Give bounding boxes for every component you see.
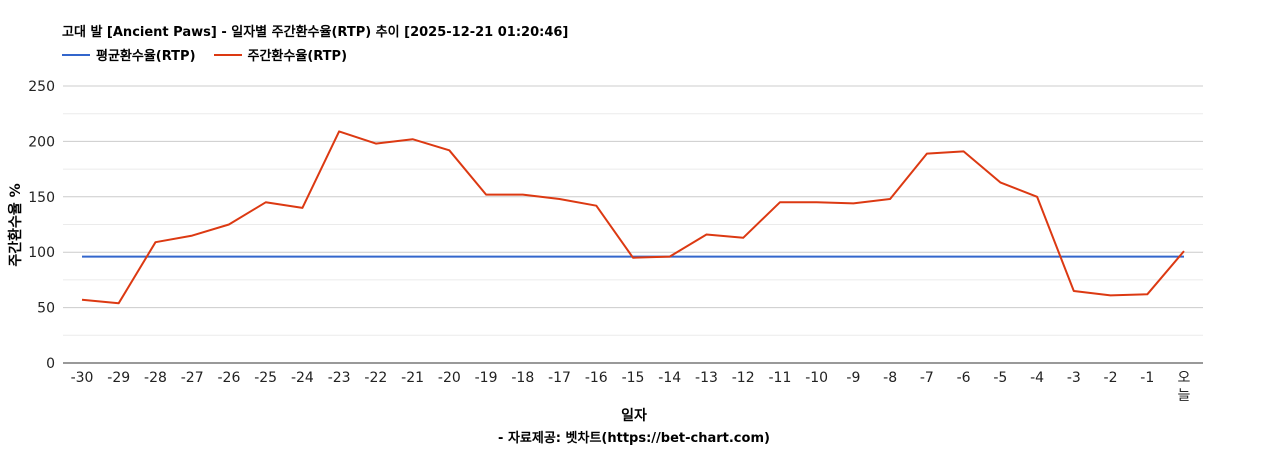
x-tick-label: -22 (364, 370, 387, 386)
y-tick-label: 0 (46, 356, 55, 372)
source-credit: - 자료제공: 벳차트(https://bet-chart.com) (498, 431, 770, 446)
x-tick-label: -2 (1104, 370, 1118, 386)
y-tick-label: 200 (28, 134, 55, 150)
x-tick-label: -30 (71, 370, 94, 386)
x-tick-label: -13 (695, 370, 718, 386)
x-tick-label: -19 (475, 370, 498, 386)
x-tick-label: -26 (217, 370, 240, 386)
x-tick-label: -25 (254, 370, 277, 386)
grid-layer (63, 85, 1203, 336)
x-tick-label: -5 (993, 370, 1007, 386)
x-tick-label: -12 (732, 370, 755, 386)
y-tick-label: 150 (28, 190, 55, 206)
legend-item-weekly[interactable]: 주간환수율(RTP) (213, 45, 348, 64)
series-layer (81, 130, 1185, 305)
y-tick-label: 100 (28, 245, 55, 261)
legend-swatch-weekly (213, 53, 242, 56)
x-tick-label: -10 (805, 370, 828, 386)
x-tick-label: -3 (1067, 370, 1081, 386)
y-tick-label: 250 (28, 79, 55, 95)
x-tick-label: 늘 (1178, 388, 1191, 404)
x-tick-label: -18 (511, 370, 534, 386)
x-tick-label: -27 (181, 370, 204, 386)
x-tick-label: -14 (658, 370, 681, 386)
x-tick-label: -21 (401, 370, 424, 386)
legend-label-weekly: 주간환수율(RTP) (247, 49, 348, 64)
x-tick-label: -15 (622, 370, 645, 386)
x-tick-label: -28 (144, 370, 167, 386)
y-axis-title: 주간환수율 % (7, 183, 24, 266)
x-tick-label: -7 (920, 370, 934, 386)
x-tick-label: -29 (107, 370, 130, 386)
x-tick-label: -4 (1030, 370, 1044, 386)
x-tick-label: -6 (957, 370, 971, 386)
x-tick-label: -20 (438, 370, 461, 386)
legend: 평균환수율(RTP) 주간환수율(RTP) (62, 45, 365, 64)
legend-swatch-average (62, 53, 90, 56)
x-tick-label: -1 (1140, 370, 1154, 386)
series-line-weekly (81, 130, 1185, 305)
legend-item-average[interactable]: 평균환수율(RTP) (62, 45, 196, 64)
chart-title: 고대 발 [Ancient Paws] - 일자별 주간환수율(RTP) 추이 … (62, 25, 569, 40)
x-tick-label: -23 (328, 370, 351, 386)
x-axis-title: 일자 (621, 408, 647, 424)
x-tick-label: -11 (768, 370, 791, 386)
x-tick-label: 오 (1178, 370, 1191, 386)
y-tick-label: 50 (37, 301, 55, 317)
x-tick-label: -9 (846, 370, 860, 386)
x-tick-label: -17 (548, 370, 571, 386)
legend-label-average: 평균환수율(RTP) (96, 49, 196, 64)
x-tick-label: -24 (291, 370, 314, 386)
x-tick-label: -16 (585, 370, 608, 386)
x-tick-label: -8 (883, 370, 897, 386)
